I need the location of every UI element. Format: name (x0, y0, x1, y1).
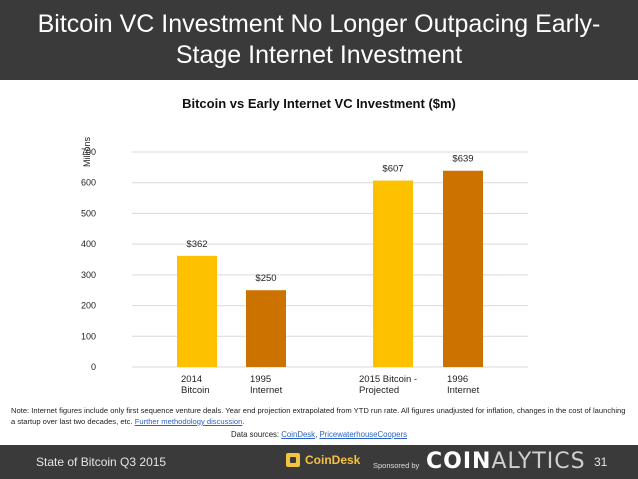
y-tick-0: 0 (91, 362, 96, 372)
y-tick-100: 100 (81, 331, 96, 341)
coinalytics-logo-bold: COIN (426, 449, 492, 474)
data-sources: Data sources: CoinDesk, PricewaterhouseC… (0, 430, 638, 439)
methodology-note: Note: Internet figures include only firs… (11, 405, 631, 427)
bar-3 (443, 170, 483, 367)
y-tick-500: 500 (81, 208, 96, 218)
data-labels: $362 $250 $607 $639 (186, 154, 473, 284)
bar-2 (373, 180, 413, 367)
data-label-1: $250 (255, 273, 276, 284)
x-tick-1: 1995 Internet (250, 374, 283, 396)
sources-prefix: Data sources: (231, 430, 280, 439)
footer-report-title: State of Bitcoin Q3 2015 (36, 455, 167, 469)
coindesk-source-link[interactable]: CoinDesk (281, 430, 316, 439)
x-tick-line-2-0: 2015 Bitcoin - (359, 374, 417, 385)
bar-1 (246, 290, 286, 367)
coinalytics-logo-light: ALYTICS (491, 449, 586, 474)
y-tick-labels: 0 100 200 300 400 500 600 700 (81, 147, 96, 372)
bar-chart: Bitcoin vs Early Internet VC Investment … (81, 96, 528, 396)
x-tick-0: 2014 Bitcoin (181, 374, 210, 396)
coinalytics-logo: COINALYTICS (426, 449, 586, 474)
x-tick-line-0-0: 2014 (181, 374, 202, 385)
y-axis-label: Millions (82, 137, 92, 168)
y-tick-600: 600 (81, 178, 96, 188)
x-tick-line-2-1: Projected (359, 385, 399, 396)
data-label-0: $362 (186, 239, 207, 250)
note-text: Note: Internet figures include only firs… (11, 406, 626, 426)
y-tick-400: 400 (81, 239, 96, 249)
y-tick-700: 700 (81, 147, 96, 157)
x-tick-3: 1996 Internet (447, 374, 480, 396)
bar-0 (177, 255, 217, 367)
y-tick-300: 300 (81, 270, 96, 280)
sources-separator: , (315, 430, 318, 439)
coindesk-logo-text: CoinDesk (305, 453, 361, 467)
slide-header: Bitcoin VC Investment No Longer Outpacin… (0, 0, 638, 80)
coindesk-logo: CoinDesk (286, 453, 360, 467)
x-tick-line-1-0: 1995 (250, 374, 271, 385)
slide-footer: State of Bitcoin Q3 2015 CoinDesk Sponso… (0, 445, 638, 479)
methodology-link[interactable]: Further methodology discussion (134, 417, 243, 426)
x-tick-2: 2015 Bitcoin -Projected (359, 374, 417, 396)
bars (177, 170, 483, 367)
slide-title: Bitcoin VC Investment No Longer Outpacin… (37, 10, 601, 69)
note-period: . (242, 417, 245, 426)
pwc-source-link[interactable]: PricewaterhouseCoopers (319, 430, 407, 439)
x-tick-line-0-1: Bitcoin (181, 385, 210, 396)
y-tick-200: 200 (81, 301, 96, 311)
coindesk-logo-icon (286, 453, 300, 467)
chart-title: Bitcoin vs Early Internet VC Investment … (182, 96, 456, 111)
page-number: 31 (594, 455, 608, 469)
data-label-3: $639 (452, 154, 473, 165)
data-label-2: $607 (382, 164, 403, 175)
x-tick-line-3-0: 1996 (447, 374, 468, 385)
sponsored-by-label: Sponsored by (373, 461, 420, 470)
x-tick-line-1-1: Internet (250, 385, 283, 396)
x-tick-line-3-1: Internet (447, 385, 480, 396)
